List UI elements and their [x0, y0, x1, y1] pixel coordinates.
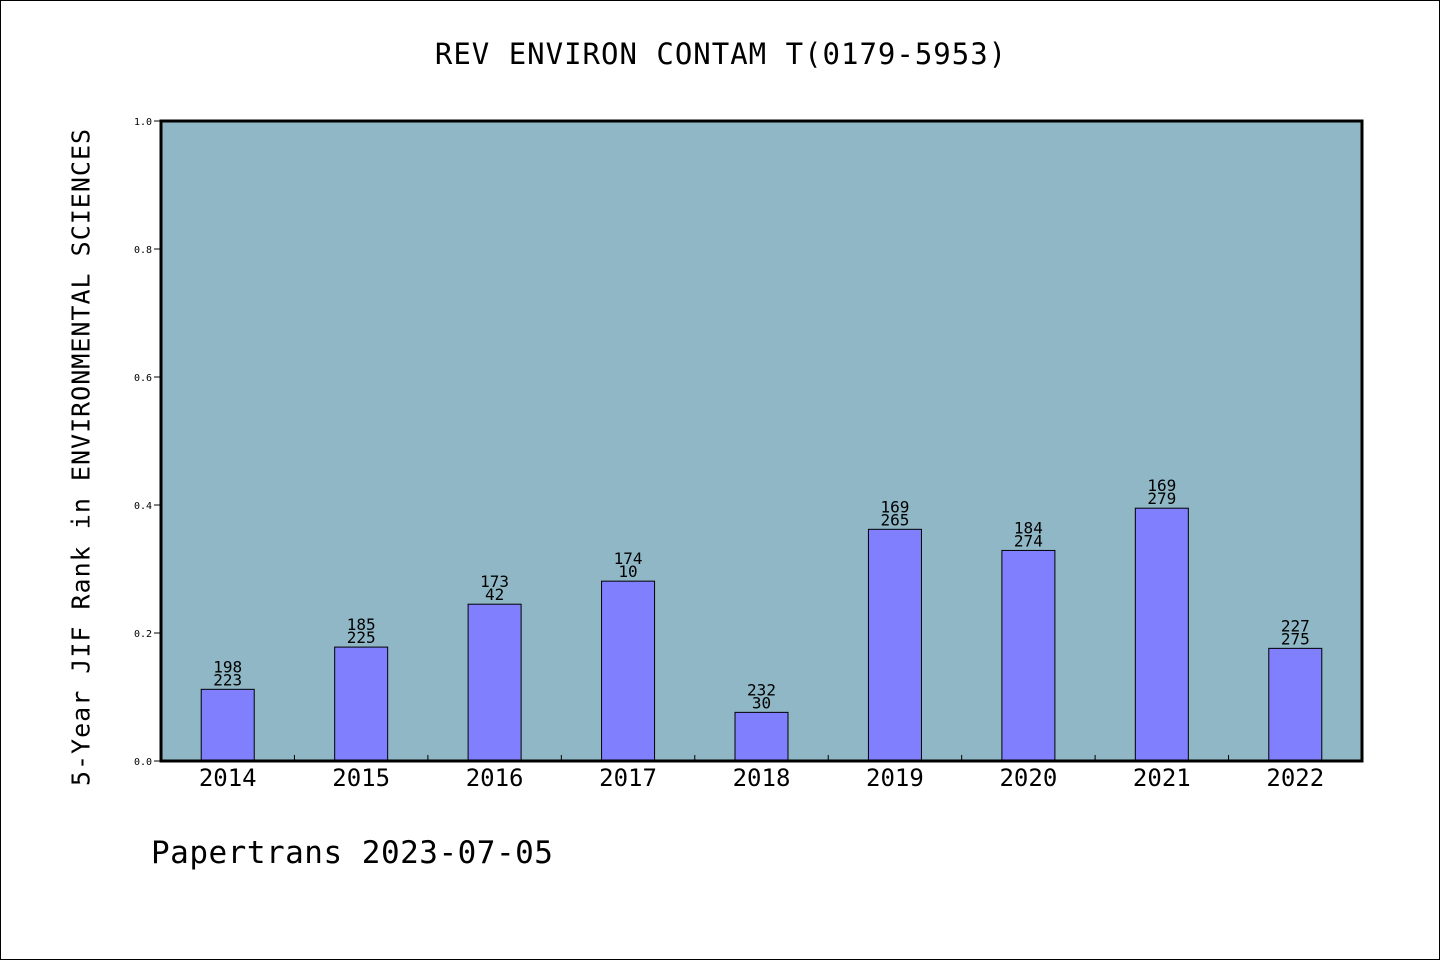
bar-label-top: 232: [747, 680, 776, 699]
bar-label-top: 185: [347, 615, 376, 634]
bar-2021: [1134, 507, 1189, 762]
bar-2015: [334, 646, 389, 762]
bar-label-bottom: 274: [1014, 531, 1043, 550]
bar-2020: [1001, 549, 1056, 762]
bar-label-bottom: 30: [752, 693, 771, 712]
x-tick-label: 2020: [999, 764, 1057, 792]
y-tick-label: 0.8: [134, 245, 152, 256]
bar-2022: [1268, 647, 1323, 762]
x-tick-label: 2015: [332, 764, 390, 792]
bar-2016: [467, 603, 522, 762]
bar-label-top: 184: [1014, 518, 1043, 537]
y-tick-label: 0.0: [134, 757, 152, 768]
bar-label-bottom: 265: [880, 510, 909, 529]
bar-2019: [867, 528, 922, 762]
x-tick-label: 2022: [1266, 764, 1324, 792]
x-axis: 2014 2015 2016 2017 2018 2019 2020 2021 2022: [199, 755, 1324, 792]
bar-label-bottom: 10: [618, 562, 637, 581]
bar-label-bottom: 225: [347, 628, 376, 647]
y-tick-label: 1.0: [134, 117, 152, 128]
footer-text: Papertrans 2023-07-05: [151, 835, 554, 871]
bar-2017: [601, 580, 656, 762]
x-tick-label: 2019: [866, 764, 924, 792]
bar-label-bottom: 275: [1281, 629, 1310, 648]
bar-label-bottom: 223: [213, 670, 242, 689]
y-tick-label: 0.2: [134, 629, 152, 640]
bar-label-top: 227: [1281, 616, 1310, 635]
bar-label-bottom: 42: [485, 585, 504, 604]
bar-label-top: 174: [614, 549, 643, 568]
plot-frame: [159, 119, 1364, 763]
bar-2018: [734, 711, 789, 762]
bar-label-top: 198: [213, 657, 242, 676]
y-tick-label: 0.6: [134, 373, 152, 384]
bar-label-top: 169: [880, 497, 909, 516]
chart-title: REV ENVIRON CONTAM T(0179-5953): [434, 37, 1008, 71]
bar-label-top: 173: [480, 572, 509, 591]
bar-label-bottom: 279: [1147, 489, 1176, 508]
bars: [200, 507, 1323, 762]
x-tick-label: 2018: [733, 764, 791, 792]
x-tick-label: 2021: [1133, 764, 1191, 792]
x-tick-label: 2016: [466, 764, 524, 792]
x-tick-label: 2014: [199, 764, 257, 792]
x-tick-label: 2017: [599, 764, 657, 792]
y-tick-label: 0.4: [134, 501, 152, 512]
y-axis: 0.0 0.2 0.4 0.6 0.8 1.0: [134, 117, 161, 768]
bar-label-top: 169: [1147, 476, 1176, 495]
bar-2014: [200, 688, 255, 762]
